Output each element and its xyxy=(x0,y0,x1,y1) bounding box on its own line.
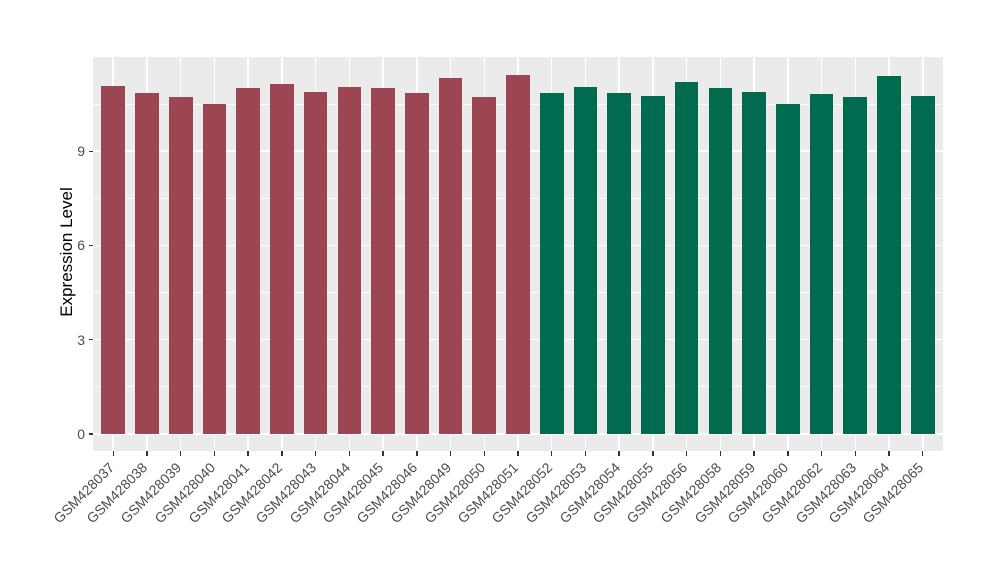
bar xyxy=(438,78,463,434)
x-tick-mark xyxy=(247,451,249,456)
y-tick-mark xyxy=(88,339,93,341)
bar xyxy=(573,87,598,434)
x-tick-mark xyxy=(146,451,148,456)
x-tick-mark xyxy=(685,451,688,456)
bar xyxy=(641,95,665,434)
x-tick-mark xyxy=(652,451,654,456)
y-tick-mark xyxy=(88,433,93,435)
x-tick-mark xyxy=(314,451,317,456)
bar xyxy=(472,96,497,434)
y-tick-label: 0 xyxy=(77,426,85,442)
x-tick-mark xyxy=(449,451,452,456)
bar xyxy=(539,92,564,434)
y-tick-mark xyxy=(88,244,93,247)
x-tick-mark xyxy=(517,451,519,456)
plot-panel xyxy=(93,57,943,451)
bar xyxy=(337,87,362,434)
bar xyxy=(236,88,260,434)
bar xyxy=(371,88,395,434)
bar xyxy=(877,75,901,434)
bar xyxy=(135,93,159,434)
bar xyxy=(708,88,733,434)
x-tick-mark xyxy=(416,451,418,456)
bar xyxy=(405,93,429,434)
bar xyxy=(776,103,800,434)
bar xyxy=(910,96,935,434)
x-tick-mark xyxy=(584,451,587,456)
bar xyxy=(809,94,834,434)
x-tick-mark xyxy=(922,451,924,456)
bar xyxy=(674,82,699,434)
x-tick-mark xyxy=(348,451,351,456)
bar xyxy=(607,92,631,434)
y-axis-title: Expression Level xyxy=(57,187,76,317)
y-tick-label: 6 xyxy=(77,237,85,254)
x-tick-mark xyxy=(179,451,182,456)
bar xyxy=(742,91,766,434)
major-gridline xyxy=(93,433,943,435)
bar xyxy=(506,75,530,434)
bar xyxy=(303,92,328,434)
x-tick-mark xyxy=(618,451,620,456)
bar xyxy=(202,103,227,434)
x-tick-mark xyxy=(551,451,553,456)
y-tick-label: 3 xyxy=(77,331,85,348)
x-tick-mark xyxy=(753,451,755,456)
bar xyxy=(168,96,193,434)
x-tick-mark xyxy=(112,451,114,456)
x-tick-mark xyxy=(281,451,283,456)
x-tick-mark xyxy=(719,451,722,456)
x-tick-mark xyxy=(787,451,789,456)
bar xyxy=(270,83,294,434)
bar xyxy=(101,85,126,434)
x-tick-mark xyxy=(854,451,856,456)
x-tick-mark xyxy=(888,451,890,456)
x-tick-mark xyxy=(820,451,823,456)
y-tick-mark xyxy=(88,150,93,152)
y-tick-label: 9 xyxy=(77,143,85,160)
x-tick-mark xyxy=(382,451,384,456)
x-tick-mark xyxy=(213,451,216,456)
bar xyxy=(843,97,868,434)
x-tick-mark xyxy=(483,451,485,456)
